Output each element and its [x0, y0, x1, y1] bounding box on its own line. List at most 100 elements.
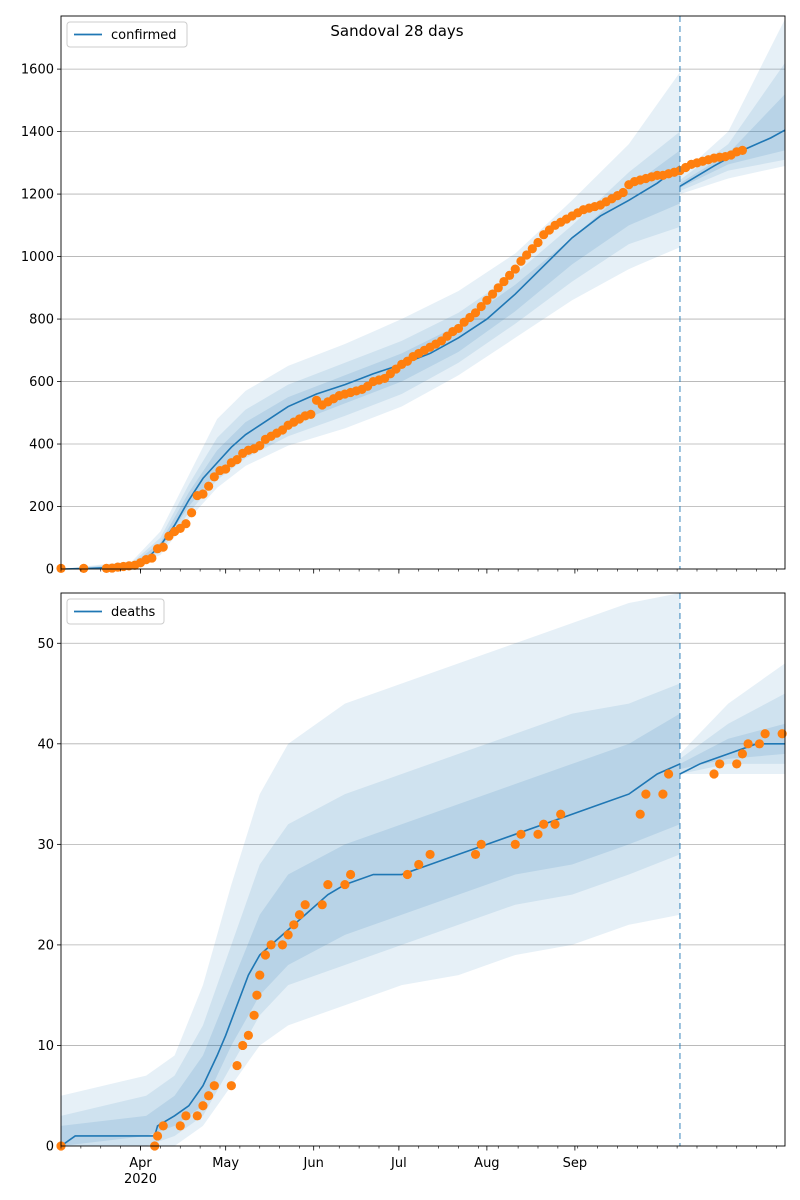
deaths-observed-point	[300, 900, 310, 910]
deaths-observed-point	[249, 1010, 259, 1020]
confirmed-observed-point	[221, 464, 231, 474]
figure-title: Sandoval 28 days	[330, 22, 463, 40]
deaths-observed-point	[516, 829, 526, 839]
deaths-observed-point	[266, 940, 276, 950]
confirmed-observed-point	[187, 508, 197, 518]
deaths-observed-point	[737, 749, 748, 759]
confirmed-observed-point	[493, 283, 503, 293]
deaths-observed-point	[226, 1081, 236, 1091]
confirmed-observed-point	[181, 519, 191, 529]
deaths-observed-point	[641, 789, 651, 799]
deaths-observed-point	[550, 819, 560, 829]
confirmed-ytick-label: 400	[29, 438, 54, 453]
deaths-xtick-label: May	[212, 1156, 239, 1171]
confirmed-observed-point	[510, 264, 520, 274]
confirmed-ytick-label: 200	[29, 500, 54, 515]
confirmed-observed-point	[516, 256, 526, 266]
deaths-legend-box	[66, 598, 165, 625]
deaths-observed-point	[252, 990, 262, 1000]
confirmed-observed-point	[527, 244, 537, 254]
deaths-observed-point	[715, 759, 725, 769]
deaths-xtick-label: Apr	[129, 1156, 152, 1171]
deaths-observed-point	[209, 1081, 219, 1091]
confirmed-observed-point	[499, 276, 509, 287]
deaths-observed-point	[539, 819, 549, 829]
confirmed-band-middle	[61, 62, 785, 569]
deaths-observed-point	[425, 849, 435, 860]
confirmed-observed-point	[204, 481, 214, 491]
deaths-observed-point	[533, 829, 543, 839]
confirmed-panel: 0 200 400 600 800 1000 1200 1400 1600 confirmed	[21, 15, 786, 578]
deaths-ytick-label: 30	[37, 838, 54, 853]
confirmed-observed-point	[198, 489, 208, 499]
deaths-axes-frame	[60, 592, 786, 1147]
deaths-observed-point	[232, 1060, 242, 1071]
deaths-observed-point	[760, 729, 770, 739]
deaths-observed-point	[340, 879, 350, 890]
confirmed-legend: confirmed	[66, 21, 188, 48]
confirmed-legend-box	[66, 21, 188, 48]
deaths-observed-point	[556, 809, 566, 819]
deaths-observed-point	[414, 859, 424, 870]
confirmed-observed-point	[232, 455, 242, 465]
deaths-observed-point	[294, 910, 305, 920]
confirmed-band-outer	[61, 19, 785, 570]
deaths-observed-point	[152, 1131, 163, 1141]
confirmed-observed-point	[470, 308, 481, 318]
deaths-observed-point	[346, 869, 356, 880]
deaths-observed-point	[289, 920, 299, 930]
confirmed-observed-point	[158, 542, 168, 552]
deaths-xtick-label: Jul	[390, 1156, 407, 1171]
deaths-observed-point	[192, 1111, 202, 1121]
deaths-observed-point	[323, 879, 333, 890]
confirmed-observed-point	[476, 301, 486, 312]
deaths-observed-point	[663, 769, 674, 779]
deaths-observed-point	[476, 839, 486, 849]
confirmed-ytick-label: 600	[29, 375, 54, 390]
deaths-observed-point	[635, 809, 645, 819]
deaths-observed-point	[181, 1111, 191, 1121]
deaths-observed-point	[198, 1101, 208, 1111]
confirmed-ytick-label: 1600	[21, 63, 54, 78]
confirmed-ytick-label: 1200	[21, 188, 54, 203]
deaths-ytick-label: 10	[37, 1039, 54, 1054]
deaths-xtick-label: Sep	[563, 1156, 588, 1171]
deaths-legend: deaths	[66, 598, 165, 625]
deaths-observed-point	[255, 970, 265, 980]
confirmed-ytick-label: 1000	[21, 250, 54, 265]
deaths-observed-point	[158, 1121, 168, 1131]
deaths-observed-point	[709, 769, 719, 779]
deaths-band-outer	[61, 593, 785, 1146]
confirmed-observed-point	[504, 270, 515, 280]
deaths-observed-point	[510, 839, 520, 849]
confirmed-observed-point	[255, 440, 265, 451]
confirmed-observed-point	[79, 563, 89, 573]
deaths-band-middle	[61, 683, 785, 1146]
confirmed-observed-point	[618, 187, 628, 198]
deaths-ytick-label: 50	[37, 637, 54, 652]
confirmed-observed-point	[737, 145, 748, 155]
deaths-ytick-label: 40	[37, 737, 54, 752]
deaths-observed-point	[743, 739, 753, 749]
confirmed-observed-point	[453, 323, 464, 334]
confirmed-observed-point	[147, 553, 157, 563]
deaths-observed-point	[658, 789, 668, 799]
deaths-observed-point	[277, 940, 288, 950]
deaths-ytick-label: 20	[37, 938, 54, 953]
deaths-observed-point	[470, 849, 481, 860]
deaths-observed-point	[243, 1030, 253, 1040]
deaths-observed-point	[777, 729, 787, 739]
deaths-ytick-label: 0	[46, 1140, 54, 1155]
confirmed-observed-point	[306, 409, 316, 419]
deaths-observed-point	[402, 869, 412, 880]
deaths-xtick-label: Jun	[303, 1156, 324, 1171]
confirmed-legend-label: confirmed	[111, 28, 177, 43]
confirmed-observed-point	[482, 295, 492, 305]
confirmed-ytick-label: 800	[29, 313, 54, 328]
confirmed-ytick-label: 1400	[21, 125, 54, 140]
confirmed-observed-point	[487, 289, 498, 299]
deaths-observed-point	[283, 930, 293, 940]
deaths-band-inner	[61, 713, 785, 1146]
confirmed-axes-frame	[60, 15, 786, 570]
